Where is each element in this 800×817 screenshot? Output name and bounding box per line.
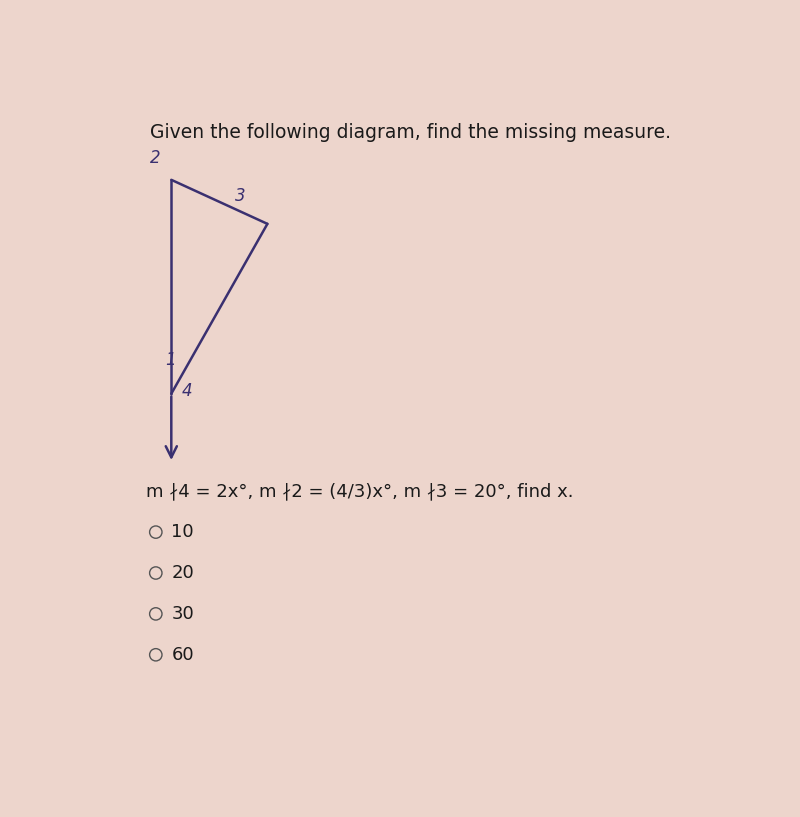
Text: 10: 10 [171, 523, 194, 541]
Text: 2: 2 [150, 150, 161, 167]
Text: 20: 20 [171, 564, 194, 582]
Text: Given the following diagram, find the missing measure.: Given the following diagram, find the mi… [150, 123, 670, 142]
Text: 3: 3 [235, 187, 246, 205]
Text: 30: 30 [171, 605, 194, 623]
Text: m ∤4 = 2x°, m ∤2 = (4/3)x°, m ∤3 = 20°, find x.: m ∤4 = 2x°, m ∤2 = (4/3)x°, m ∤3 = 20°, … [146, 482, 574, 500]
Text: 1: 1 [165, 350, 176, 368]
Text: 4: 4 [182, 382, 193, 400]
Text: 60: 60 [171, 645, 194, 663]
